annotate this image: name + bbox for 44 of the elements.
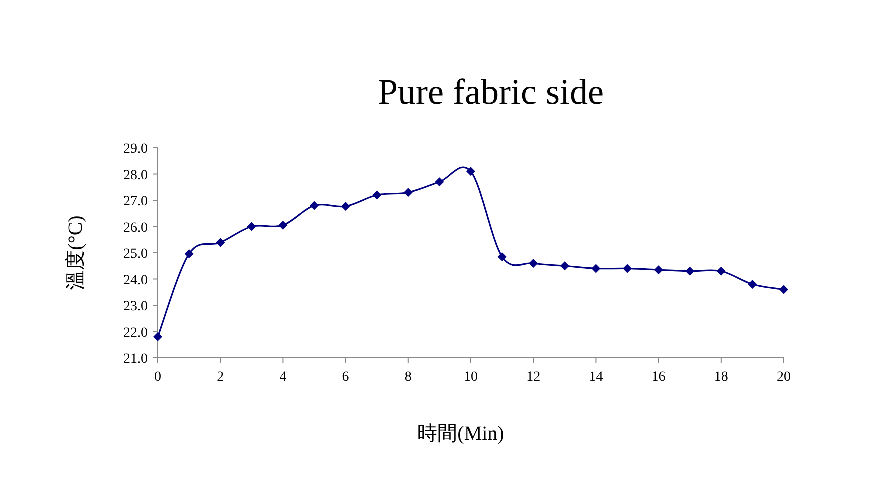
x-tick-label: 16 <box>652 370 666 385</box>
point <box>154 332 162 342</box>
chart-title: Pure fabric side <box>378 72 604 112</box>
point <box>466 167 476 176</box>
point <box>435 178 444 187</box>
x-tick-label: 4 <box>280 370 287 385</box>
y-tick-label: 27.0 <box>124 194 148 210</box>
point <box>654 266 664 275</box>
point <box>310 201 319 210</box>
x-tick-label: 12 <box>526 370 541 385</box>
point <box>372 190 382 200</box>
y-tick-label: 23.0 <box>124 300 148 314</box>
y-tick-label: 28.0 <box>124 168 148 184</box>
y-tick-label: 21.0 <box>124 352 148 367</box>
y-axis-title: 溫度(°C) <box>65 216 87 290</box>
x-tick-label: 8 <box>404 370 412 385</box>
point <box>216 238 226 248</box>
point <box>278 220 288 230</box>
y-tick-label: 29.0 <box>124 142 148 157</box>
point <box>686 266 695 276</box>
x-axis-title: 時間(Min) <box>418 423 504 445</box>
x-tick-label: 20 <box>777 370 791 385</box>
point <box>341 202 350 212</box>
point <box>716 266 726 276</box>
y-tick-label: 22.0 <box>124 326 148 341</box>
point <box>529 259 538 268</box>
y-tick-label: 26.0 <box>124 220 148 236</box>
x-tick-label: 2 <box>217 370 224 385</box>
y-tick-label: 25.0 <box>124 247 148 262</box>
x-tick-label: 14 <box>589 370 604 385</box>
y-tick-label: 24.0 <box>124 273 148 288</box>
point <box>404 188 413 198</box>
point <box>560 262 570 271</box>
point <box>623 264 632 274</box>
point <box>184 250 194 259</box>
x-tick-label: 18 <box>714 370 728 385</box>
point <box>498 252 507 262</box>
point <box>780 285 788 294</box>
point <box>592 264 601 274</box>
x-tick-label: 0 <box>154 370 162 385</box>
x-tick-label: 10 <box>464 370 478 385</box>
point <box>748 280 758 289</box>
x-tick-label: 6 <box>342 370 350 385</box>
point <box>247 222 256 232</box>
